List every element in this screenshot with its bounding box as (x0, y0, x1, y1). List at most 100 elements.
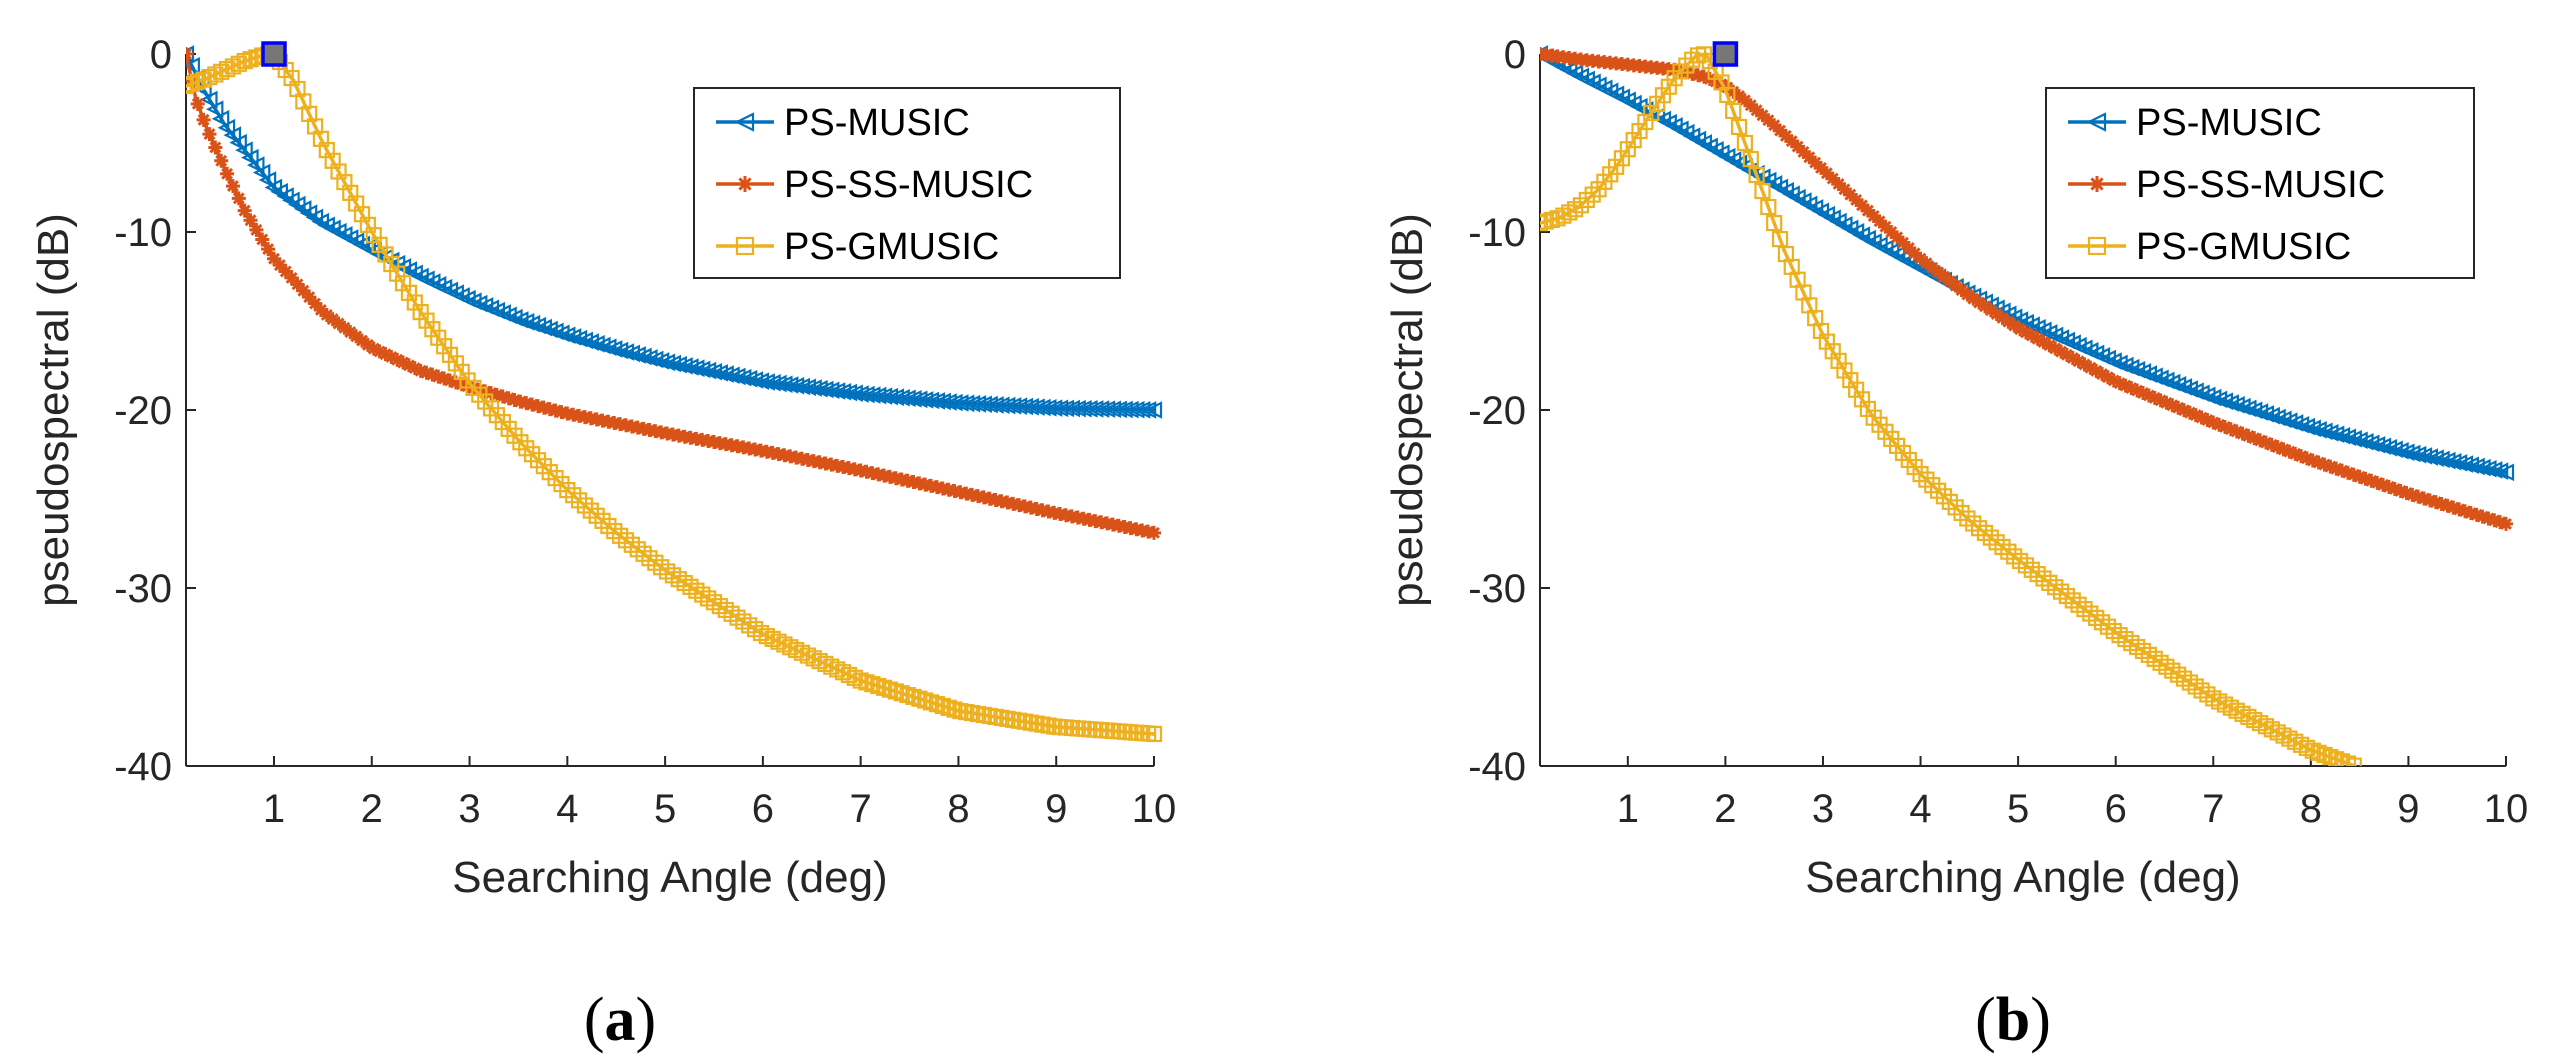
chart-b-series-ps-gmusic-marker (1930, 482, 1947, 499)
chart-a-series-ps-gmusic-point (369, 230, 374, 234)
chart-a-series-ps-gmusic-marker (928, 696, 946, 713)
chart-a-series-ps-gmusic-marker (905, 688, 922, 706)
chart-a-series-ps-ss-music-marker (231, 191, 246, 206)
chart-a-series-ps-ss-music-marker (378, 347, 393, 362)
chart-a-series-ps-gmusic-marker (876, 679, 893, 696)
chart-a-series-ps-gmusic-point (858, 678, 863, 683)
chart-a-series-ps-gmusic-point (614, 530, 619, 535)
chart-a-series-ps-gmusic-marker (318, 142, 335, 159)
chart-b-series-ps-ss-music-marker (1931, 265, 1946, 280)
chart-b-series-ps-gmusic-marker (2082, 605, 2099, 622)
chart-b-series-ps-music-marker (2373, 437, 2392, 456)
chart-b-series-ps-music-point (1625, 98, 1630, 103)
chart-b-xlabel: Searching Angle (deg) (1805, 853, 2240, 902)
chart-a-series-ps-music-marker (235, 141, 253, 159)
chart-a-series-ps-gmusic-marker (805, 650, 822, 667)
chart-a-x-tick-label: 2 (361, 787, 383, 831)
chart-b-peak-marker (1712, 41, 1739, 67)
chart-b-series-ps-ss-music-marker (2030, 331, 2045, 346)
chart-a-x-tick-label: 10 (1132, 787, 1177, 831)
chart-a-series-ps-gmusic-marker (389, 265, 406, 282)
chart-b-series-ps-ss-music-marker (2153, 393, 2168, 408)
chart-b-series-ps-gmusic-marker (1941, 493, 1958, 510)
chart-a-series-ps-gmusic-marker (776, 636, 793, 653)
chart-a-series-ps-gmusic-marker (283, 69, 300, 87)
chart-b-series-ps-gmusic-marker (2310, 744, 2327, 761)
chart-a-series-ps-gmusic-marker (359, 216, 376, 233)
chart-a-series-ps-ss-music-marker (325, 312, 340, 327)
chart-a-series-ps-ss-music-marker (202, 127, 217, 142)
chart-b-plot-area (1540, 45, 2515, 766)
chart-b-series-ps-ss-music-marker (1925, 260, 1940, 275)
chart-b-series-ps-ss-music-point (2406, 491, 2411, 496)
chart-a-series-ps-music-marker (1144, 401, 1163, 419)
chart-a-series-ps-gmusic-marker (377, 246, 394, 263)
chart-b-series-ps-ss-music-marker (2177, 403, 2191, 418)
chart-a-series-ps-gmusic-marker (348, 195, 365, 212)
chart-b-series-ps-ss-music-marker (1901, 241, 1916, 256)
chart-b-series-ps-music-point (2308, 425, 2313, 430)
chart-b-series-ps-ss-music-marker (2112, 376, 2127, 391)
chart-b-legend-entry-ps-gmusic: PS-GMUSIC (2068, 226, 2351, 268)
chart-b-series-ps-gmusic-marker (1842, 371, 1859, 389)
chart-a-series-ps-gmusic-marker (887, 683, 904, 700)
chart-b-series-ps-music-marker (2391, 441, 2409, 460)
chart-a-series-ps-ss-music-marker (390, 352, 405, 367)
chart-a-series-ps-music-point (242, 148, 247, 153)
chart-b-x-tick-label: 6 (2105, 787, 2127, 831)
chart-b-series-ps-ss-music-point (2308, 457, 2313, 462)
chart-a-series-ps-gmusic-marker (559, 482, 576, 499)
chart-a-x-tick-label: 6 (752, 787, 774, 831)
chart-b-series-ps-ss-music-marker (1825, 171, 1840, 186)
chart-a-series-ps-gmusic-marker (330, 163, 347, 180)
chart-a-series-ps-gmusic-marker (647, 554, 664, 571)
chart-b-series-ps-ss-music-marker (2335, 463, 2350, 478)
chart-a-caption: (a) (584, 986, 656, 1054)
chart-b-series-ps-ss-music-marker (2364, 473, 2379, 488)
chart-a-series-ps-gmusic-point (223, 68, 228, 73)
chart-b-series-ps-gmusic-marker (1654, 87, 1672, 104)
chart-a-y-tick-label: 0 (150, 33, 172, 77)
chart-a-series-ps-gmusic-point (467, 381, 472, 386)
chart-a-series-ps-ss-music-point (956, 489, 961, 494)
chart-b-series-ps-music-marker (2397, 443, 2415, 462)
chart-b-series-ps-gmusic-marker (1807, 310, 1824, 327)
chart-a-series-ps-ss-music-marker (507, 392, 522, 407)
chart-b-series-ps-gmusic-marker (1836, 362, 1853, 379)
chart-b-series-ps-gmusic-marker (2298, 739, 2316, 757)
chart-a-series-ps-music-point (1054, 406, 1059, 411)
chart-a-series-ps-gmusic-marker (570, 492, 588, 509)
chart-b-series-ps-ss-music-marker (1696, 69, 1711, 84)
chart-b-x-tick-label: 2 (1714, 787, 1736, 831)
chart-b-series-ps-music-marker (2379, 438, 2398, 457)
chart-b-series-ps-gmusic-marker (1848, 381, 1865, 398)
chart-b-series-ps-ss-music-marker (1936, 269, 1951, 284)
chart-b-series-ps-ss-music-marker (1819, 166, 1834, 181)
chart-a-series-ps-ss-music-marker (261, 242, 276, 257)
chart-b-series-ps-music-marker (2303, 419, 2321, 438)
chart-a-series-ps-ss-music (186, 47, 1161, 540)
chart-a-series-ps-music (186, 45, 1163, 419)
chart-b-series-ps-ss-music-marker (2106, 373, 2121, 388)
chart-a-series-ps-ss-music-marker (308, 296, 323, 311)
chart-a-series-ps-gmusic-marker (371, 236, 388, 253)
chart-a-series-ps-gmusic-marker (324, 152, 341, 169)
chart-a-series-ps-music-point (320, 221, 325, 226)
chart-b-series-ps-ss-music-marker (1884, 225, 1899, 239)
chart-b-series-ps-ss-music-point (1577, 57, 1582, 62)
chart-a-series-ps-gmusic-marker (412, 304, 429, 321)
chart-b-series-ps-gmusic-marker (2029, 566, 2046, 583)
chart-a-series-ps-gmusic-marker (764, 630, 781, 648)
chart-b-series-ps-ss-music-marker (2212, 417, 2227, 432)
chart-b-series-ps-gmusic-marker (1959, 510, 1976, 527)
chart-a-series-ps-gmusic-marker (893, 685, 910, 702)
chart-a-series-ps-gmusic-marker (922, 694, 940, 711)
chart-b-series-ps-ss-music-marker (2311, 455, 2326, 470)
chart-b-series-ps-gmusic-marker (1801, 297, 1818, 314)
chart-a-series-ps-gmusic-marker (582, 502, 599, 519)
chart-b-series-ps-music-point (1577, 73, 1582, 78)
chart-a-series-ps-music-point (858, 391, 863, 396)
chart-b-series-ps-ss-music-point (1820, 167, 1825, 172)
chart-a-series-ps-ss-music-point (858, 468, 863, 473)
chart-a-peak-marker (261, 41, 287, 67)
